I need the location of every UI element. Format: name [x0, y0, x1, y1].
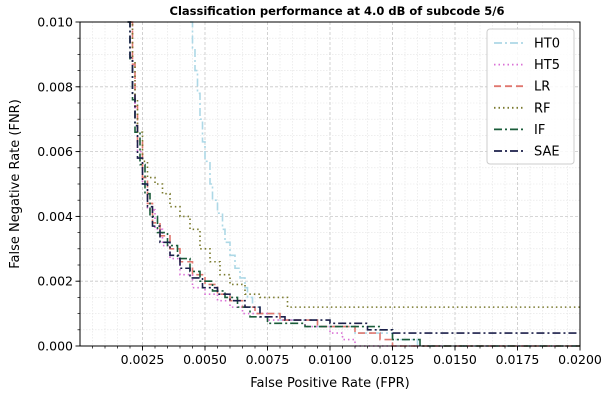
legend-label-ht0: HT0	[534, 37, 560, 52]
legend-box	[486, 28, 575, 165]
y-tick-label: 0.002	[37, 274, 73, 289]
y-tick-label: 0.000	[37, 339, 73, 354]
x-axis-label: False Positive Rate (FPR)	[250, 376, 409, 391]
x-tick-label: 0.0075	[246, 352, 290, 367]
y-tick-label: 0.010	[37, 15, 73, 30]
axis-ticks: 0.0025 0.0050 0.0075 0.0100 0.0125 0.0150 0.01…	[37, 15, 602, 368]
series-line-rf	[130, 21, 580, 308]
chart-title: Classification performance at 4.0 dB of …	[170, 4, 505, 18]
x-tick-label: 0.0025	[121, 352, 165, 367]
x-tick-label: 0.0050	[183, 352, 227, 367]
x-tick-label: 0.0200	[558, 352, 602, 367]
x-tick-label: 0.0150	[433, 352, 477, 367]
legend-label-lr: LR	[534, 80, 550, 95]
y-tick-label: 0.004	[37, 209, 73, 224]
legend-label-if: IF	[534, 123, 545, 138]
series-line-if	[127, 21, 580, 347]
series-line-sae	[127, 21, 580, 334]
y-axis-label: False Negative Rate (FNR)	[8, 99, 23, 269]
x-tick-label: 0.0125	[371, 352, 415, 367]
legend-label-rf: RF	[534, 101, 551, 116]
legend-label-ht5: HT5	[534, 58, 560, 73]
series-line-ht0	[190, 21, 580, 347]
series-lines	[127, 21, 580, 347]
y-tick-label: 0.008	[37, 79, 73, 94]
legend: HT0 HT5 LR RF IF SAE	[486, 28, 575, 165]
x-tick-label: 0.0100	[308, 352, 352, 367]
x-tick-label: 0.0175	[496, 352, 540, 367]
legend-label-sae: SAE	[534, 145, 560, 160]
series-line-ht5	[130, 21, 580, 347]
y-tick-label: 0.006	[37, 144, 73, 159]
